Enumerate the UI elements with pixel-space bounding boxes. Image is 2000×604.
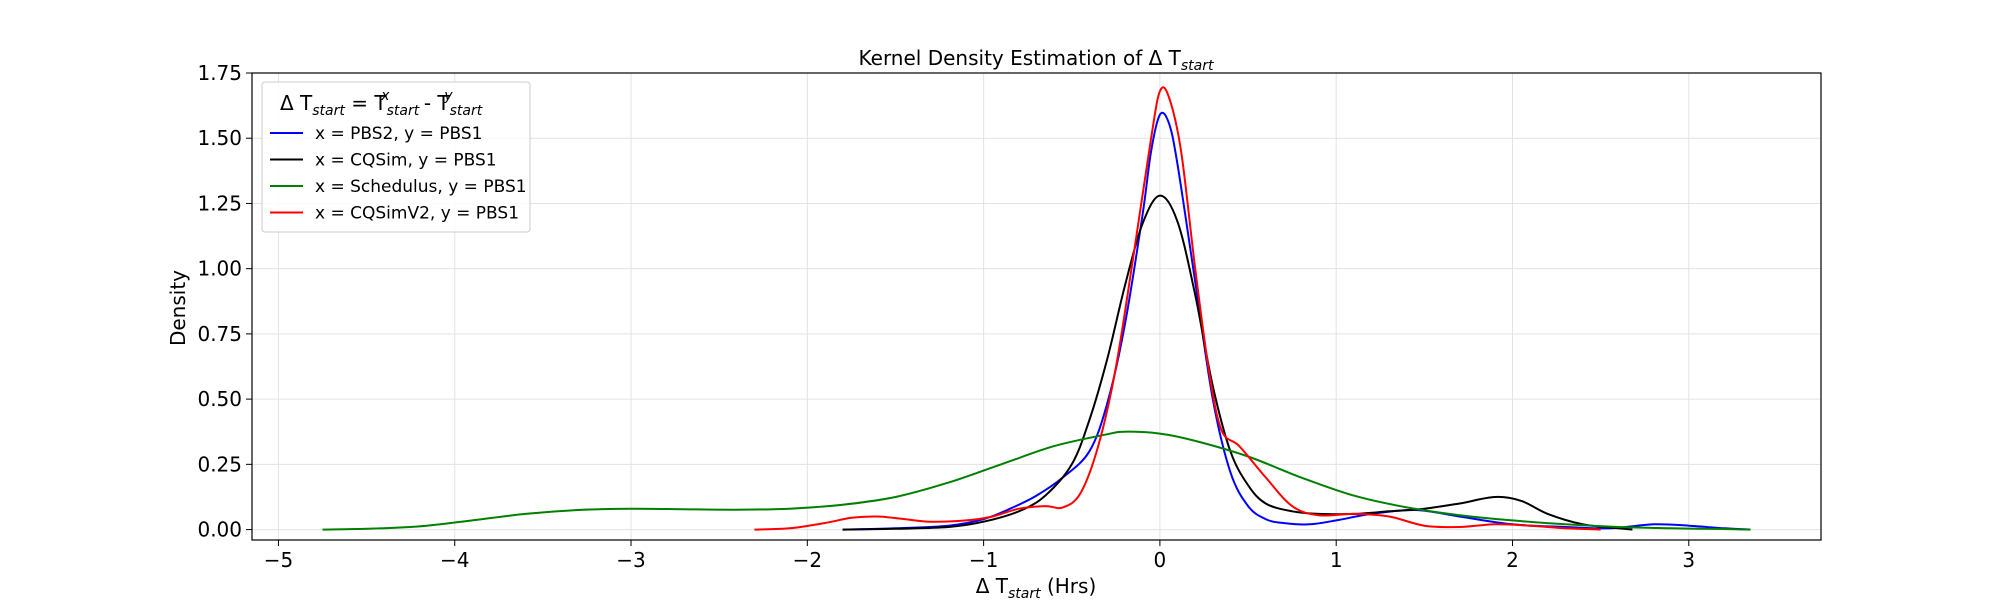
y-tick-label: 1.25 [197, 191, 242, 215]
legend-box [261, 81, 531, 233]
y-tick-label: 0.50 [197, 387, 242, 411]
legend-title-superscript: y [443, 88, 453, 104]
legend-title-subscript: start [450, 103, 483, 119]
y-tick-label: 0.75 [197, 322, 242, 346]
legend-title: Δ Tstart = Tstartx - Tstarty [280, 88, 483, 119]
legend-title-part: = T [345, 91, 387, 115]
x-tick-label: 1 [1330, 548, 1343, 572]
series-line-cqsim [842, 194, 1633, 531]
x-tick-label: −5 [264, 548, 293, 572]
y-tick-label: 1.50 [197, 126, 242, 150]
x-tick-label: 2 [1506, 548, 1519, 572]
x-tick-label: −4 [440, 548, 469, 572]
legend-title-superscript: x [380, 88, 390, 104]
legend: Δ Tstart = Tstartx - Tstarty x = PBS2, y… [261, 81, 531, 233]
x-tick-label: 3 [1682, 548, 1695, 572]
legend-title-part: Δ T [280, 91, 313, 115]
chart-title: Kernel Density Estimation of Δ Tstart [859, 46, 1214, 74]
y-axis-label: Density [166, 270, 190, 346]
y-tick-label: 0.25 [197, 452, 242, 476]
x-axis-label: Δ Tstart (Hrs) [976, 574, 1097, 600]
x-axis-label-unit: (Hrs) [1041, 574, 1097, 598]
legend-entries: x = PBS2, y = PBS1 x = CQSim, y = PBS1 x =… [270, 124, 527, 224]
x-axis: −5 −4 −3 −2 −1 0 1 2 3 [264, 540, 1695, 572]
y-tick-label: 1.00 [197, 257, 242, 281]
x-tick-label: −1 [969, 548, 998, 572]
x-tick-label: 0 [1154, 548, 1167, 572]
legend-title-subscript: start [387, 103, 420, 119]
legend-label: x = PBS2, y = PBS1 [315, 124, 482, 144]
legend-title-part: - T [417, 91, 450, 115]
legend-label: x = CQSim, y = PBS1 [315, 151, 497, 171]
x-axis-label-subscript: start [1008, 586, 1041, 600]
x-tick-label: −3 [616, 548, 645, 572]
legend-label: x = CQSimV2, y = PBS1 [315, 204, 519, 224]
series-line-pbs2 [842, 111, 1751, 531]
series-line-cqsimv2 [754, 86, 1601, 531]
chart-title-subscript: start [1181, 58, 1214, 74]
y-tick-label: 0.00 [197, 518, 242, 542]
series-layer [322, 86, 1751, 531]
chart-title-main: Kernel Density Estimation of Δ T [859, 46, 1182, 70]
legend-label: x = Schedulus, y = PBS1 [315, 177, 527, 197]
series-line-schedulus [322, 430, 1751, 531]
plot-frame [251, 72, 1822, 541]
x-axis-label-main: Δ T [976, 574, 1009, 598]
legend-title-subscript: start [312, 103, 345, 119]
x-tick-label: −2 [793, 548, 822, 572]
y-tick-label: 1.75 [197, 61, 242, 85]
y-axis: 0.00 0.25 0.50 0.75 1.00 1.25 1.50 1.75 [197, 61, 252, 542]
